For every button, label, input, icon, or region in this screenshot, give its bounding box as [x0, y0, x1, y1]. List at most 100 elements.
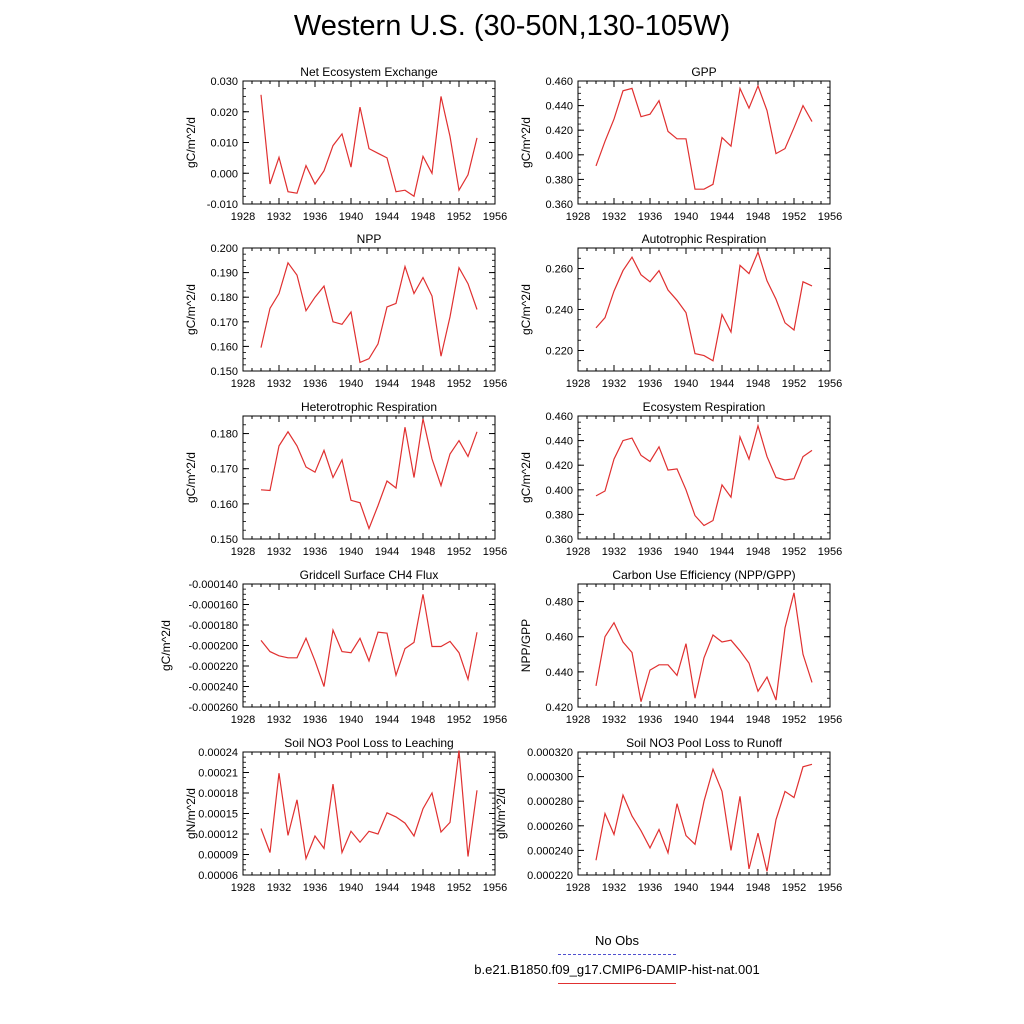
x-tick-label: 1928: [231, 378, 255, 390]
y-tick-label: 0.200: [210, 243, 238, 255]
x-tick-label: 1956: [818, 378, 842, 390]
x-tick-label: 1928: [566, 378, 590, 390]
y-tick-label: 0.420: [545, 702, 573, 714]
y-axis-label: gC/m^2/d: [184, 284, 198, 335]
y-tick-label: 0.00006: [198, 870, 238, 882]
y-tick-label: 0.150: [210, 366, 238, 378]
x-tick-label: 1948: [746, 882, 770, 894]
y-tick-label: -0.000200: [188, 641, 238, 653]
x-tick-label: 1932: [602, 546, 626, 558]
y-tick-label: 0.460: [545, 411, 573, 423]
panel-frame: [242, 583, 496, 708]
x-tick-label: 1944: [710, 714, 734, 726]
panel-frame: [242, 247, 496, 372]
y-tick-label: 0.000260: [527, 821, 573, 833]
y-tick-label: -0.010: [207, 199, 238, 211]
x-tick-label: 1932: [602, 882, 626, 894]
x-tick-label: 1936: [303, 211, 327, 223]
x-tick-label: 1928: [566, 211, 590, 223]
y-tick-label: 0.380: [545, 509, 573, 521]
x-tick-label: 1940: [674, 546, 698, 558]
y-tick-label: 0.000300: [527, 772, 573, 784]
x-tick-label: 1936: [303, 546, 327, 558]
x-tick-label: 1936: [638, 714, 662, 726]
y-tick-label: -0.000240: [188, 682, 238, 694]
panel-frame: [242, 415, 496, 540]
y-axis-label: gN/m^2/d: [494, 788, 508, 839]
x-tick-label: 1952: [447, 378, 471, 390]
figure-title: Western U.S. (30-50N,130-105W): [293, 10, 731, 42]
panel-title: Ecosystem Respiration: [643, 400, 766, 414]
x-tick-label: 1944: [710, 211, 734, 223]
x-tick-label: 1952: [782, 378, 806, 390]
x-tick-label: 1948: [746, 378, 770, 390]
panel-title: Gridcell Surface CH4 Flux: [300, 568, 439, 582]
y-tick-label: 0.460: [545, 632, 573, 644]
x-tick-label: 1948: [746, 211, 770, 223]
x-tick-label: 1932: [267, 714, 291, 726]
x-tick-label: 1952: [782, 714, 806, 726]
panel-frame: [577, 247, 831, 372]
x-tick-label: 1944: [710, 882, 734, 894]
x-tick-label: 1928: [231, 714, 255, 726]
x-tick-label: 1940: [674, 211, 698, 223]
x-tick-label: 1944: [710, 378, 734, 390]
y-tick-label: 0.000220: [527, 870, 573, 882]
x-tick-label: 1940: [339, 882, 363, 894]
y-tick-label: 0.180: [210, 429, 238, 441]
x-tick-label: 1956: [818, 211, 842, 223]
y-axis-label: gN/m^2/d: [184, 788, 198, 839]
x-tick-label: 1936: [303, 378, 327, 390]
x-tick-label: 1936: [638, 882, 662, 894]
series-line: [260, 750, 478, 861]
y-tick-label: 0.220: [545, 346, 573, 358]
y-axis-label: gC/m^2/d: [159, 620, 173, 671]
y-tick-label: 0.440: [545, 436, 573, 448]
y-tick-label: 0.00012: [198, 829, 238, 841]
panel-title: GPP: [691, 65, 716, 79]
x-tick-label: 1956: [818, 714, 842, 726]
x-tick-label: 1956: [483, 546, 507, 558]
series-line: [595, 423, 813, 527]
x-tick-label: 1952: [447, 714, 471, 726]
y-tick-label: 0.480: [545, 597, 573, 609]
legend-model-line: [558, 983, 676, 984]
panel-frame: [577, 415, 831, 540]
x-tick-label: 1948: [411, 882, 435, 894]
y-tick-label: 0.360: [545, 199, 573, 211]
y-tick-label: -0.000260: [188, 702, 238, 714]
y-axis-label: gC/m^2/d: [519, 117, 533, 168]
y-tick-label: 0.440: [545, 667, 573, 679]
x-tick-label: 1944: [375, 378, 399, 390]
y-tick-label: 0.020: [210, 107, 238, 119]
legend-obs-line: [558, 954, 676, 955]
x-tick-label: 1932: [267, 546, 291, 558]
y-tick-label: 0.00009: [198, 850, 238, 862]
x-tick-label: 1948: [746, 546, 770, 558]
x-tick-label: 1948: [411, 546, 435, 558]
panel-frame: [577, 583, 831, 708]
x-tick-label: 1928: [231, 882, 255, 894]
x-tick-label: 1932: [602, 211, 626, 223]
series-line: [595, 763, 813, 872]
series-line: [595, 250, 813, 362]
x-tick-label: 1928: [566, 546, 590, 558]
y-tick-label: 0.010: [210, 138, 238, 150]
y-tick-label: -0.000160: [188, 600, 238, 612]
x-tick-label: 1948: [411, 378, 435, 390]
x-tick-label: 1952: [447, 546, 471, 558]
x-tick-label: 1952: [447, 882, 471, 894]
y-tick-label: 0.360: [545, 534, 573, 546]
y-tick-label: 0.150: [210, 534, 238, 546]
series-line: [595, 592, 813, 702]
x-tick-label: 1936: [638, 378, 662, 390]
y-tick-label: 0.260: [545, 264, 573, 276]
panel-frame: [242, 751, 496, 876]
x-tick-label: 1932: [267, 211, 291, 223]
y-tick-label: 0.030: [210, 76, 238, 88]
y-axis-label: gC/m^2/d: [519, 284, 533, 335]
series-line: [260, 94, 478, 198]
y-axis-label: gC/m^2/d: [184, 452, 198, 503]
y-tick-label: 0.190: [210, 268, 238, 280]
